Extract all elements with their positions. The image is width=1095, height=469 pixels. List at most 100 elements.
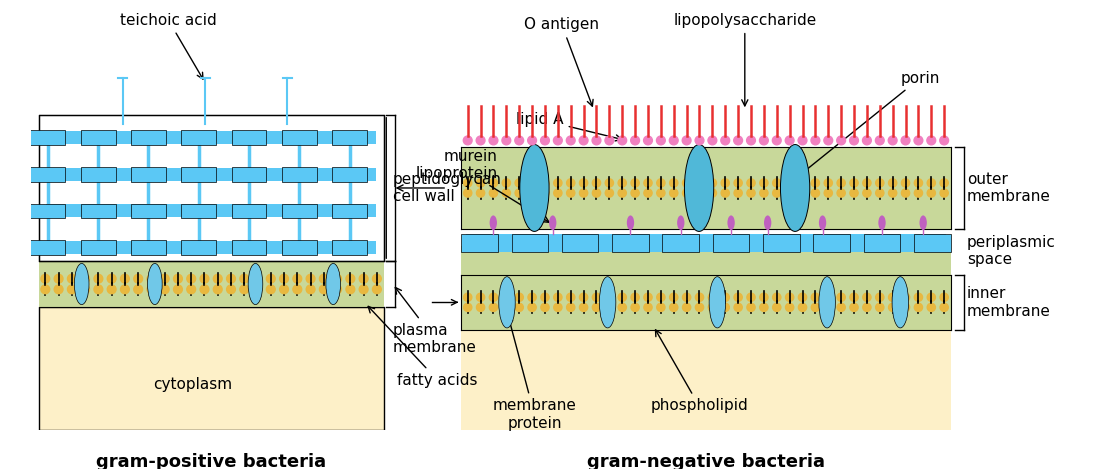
Circle shape [515, 136, 523, 145]
Circle shape [825, 303, 832, 311]
Circle shape [592, 189, 600, 197]
Circle shape [644, 136, 653, 145]
Circle shape [876, 293, 884, 302]
Circle shape [503, 179, 510, 187]
FancyBboxPatch shape [182, 130, 216, 145]
Ellipse shape [498, 277, 516, 328]
Circle shape [657, 179, 665, 187]
FancyBboxPatch shape [46, 241, 377, 254]
Circle shape [837, 189, 845, 197]
Circle shape [644, 293, 653, 302]
Circle shape [682, 136, 691, 145]
Text: plasma
membrane: plasma membrane [393, 287, 476, 355]
Circle shape [54, 285, 64, 294]
Text: periplasmic
space: periplasmic space [967, 235, 1056, 267]
Circle shape [528, 303, 537, 311]
FancyBboxPatch shape [131, 204, 165, 218]
FancyBboxPatch shape [465, 234, 946, 252]
Circle shape [566, 136, 575, 145]
Circle shape [722, 303, 729, 311]
Circle shape [227, 274, 235, 283]
FancyBboxPatch shape [332, 167, 367, 182]
Circle shape [566, 303, 575, 311]
Circle shape [107, 274, 116, 283]
Circle shape [708, 136, 717, 145]
Circle shape [253, 274, 262, 283]
Ellipse shape [892, 277, 909, 328]
FancyBboxPatch shape [182, 240, 216, 255]
Circle shape [811, 179, 819, 187]
Circle shape [631, 179, 639, 187]
Circle shape [940, 303, 948, 311]
FancyBboxPatch shape [131, 130, 165, 145]
Circle shape [657, 293, 665, 302]
Circle shape [120, 274, 129, 283]
FancyBboxPatch shape [461, 330, 950, 431]
Circle shape [160, 274, 169, 283]
Circle shape [760, 136, 769, 145]
Circle shape [682, 303, 691, 311]
Circle shape [592, 303, 600, 311]
Circle shape [160, 285, 169, 294]
Circle shape [566, 189, 575, 197]
Circle shape [695, 303, 704, 311]
Circle shape [489, 179, 497, 187]
Circle shape [476, 136, 485, 145]
Circle shape [81, 274, 90, 283]
FancyBboxPatch shape [461, 275, 950, 330]
Text: O antigen: O antigen [525, 17, 599, 106]
Circle shape [515, 179, 523, 187]
Circle shape [359, 274, 368, 283]
Circle shape [798, 293, 807, 302]
Circle shape [798, 303, 807, 311]
Circle shape [785, 293, 794, 302]
Circle shape [489, 136, 498, 145]
Circle shape [187, 274, 196, 283]
Circle shape [94, 285, 103, 294]
Circle shape [515, 293, 523, 302]
Circle shape [293, 285, 302, 294]
FancyBboxPatch shape [914, 234, 950, 252]
Circle shape [120, 285, 129, 294]
Circle shape [734, 293, 742, 302]
FancyBboxPatch shape [46, 131, 377, 144]
Circle shape [463, 189, 472, 197]
Circle shape [528, 189, 537, 197]
FancyBboxPatch shape [461, 246, 950, 275]
Circle shape [279, 274, 288, 283]
Circle shape [773, 303, 781, 311]
FancyBboxPatch shape [31, 167, 66, 182]
Circle shape [107, 285, 116, 294]
FancyBboxPatch shape [38, 261, 383, 307]
FancyBboxPatch shape [864, 234, 900, 252]
Circle shape [747, 303, 756, 311]
Ellipse shape [819, 277, 835, 328]
FancyBboxPatch shape [131, 240, 165, 255]
Circle shape [174, 274, 183, 283]
Circle shape [914, 303, 922, 311]
Circle shape [734, 189, 742, 197]
FancyBboxPatch shape [38, 115, 383, 261]
Circle shape [240, 285, 249, 294]
FancyBboxPatch shape [283, 240, 316, 255]
Circle shape [94, 274, 103, 283]
Circle shape [760, 293, 768, 302]
Circle shape [515, 189, 523, 197]
Circle shape [722, 179, 729, 187]
FancyBboxPatch shape [46, 204, 377, 217]
Circle shape [541, 189, 549, 197]
Circle shape [670, 293, 678, 302]
Circle shape [307, 274, 315, 283]
Ellipse shape [326, 264, 341, 304]
FancyBboxPatch shape [81, 204, 116, 218]
FancyBboxPatch shape [232, 130, 266, 145]
Text: inner
membrane: inner membrane [967, 286, 1051, 318]
Circle shape [863, 303, 871, 311]
FancyBboxPatch shape [332, 130, 367, 145]
Circle shape [695, 136, 704, 145]
FancyBboxPatch shape [46, 168, 377, 181]
Ellipse shape [489, 215, 497, 230]
Circle shape [372, 274, 381, 283]
Circle shape [333, 285, 342, 294]
FancyBboxPatch shape [182, 204, 216, 218]
